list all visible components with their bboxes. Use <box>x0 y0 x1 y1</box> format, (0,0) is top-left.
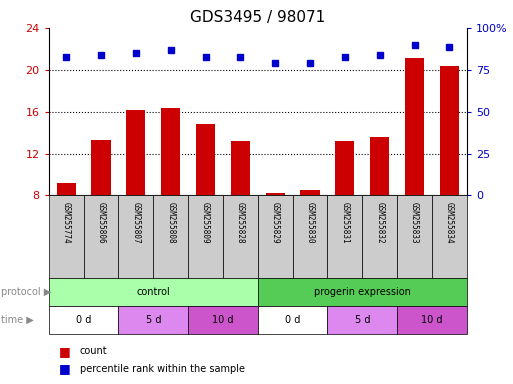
Bar <box>405 58 424 195</box>
Bar <box>301 190 320 195</box>
Bar <box>370 137 389 195</box>
Bar <box>49 195 84 278</box>
Bar <box>440 66 459 195</box>
Bar <box>336 141 354 195</box>
Text: GSM255807: GSM255807 <box>131 202 141 244</box>
Bar <box>231 141 250 195</box>
Text: GDS3495 / 98071: GDS3495 / 98071 <box>190 10 325 25</box>
Bar <box>397 195 432 278</box>
Bar <box>196 124 215 195</box>
Text: GSM255830: GSM255830 <box>306 202 314 244</box>
Text: GSM255831: GSM255831 <box>341 202 349 244</box>
Bar <box>362 195 397 278</box>
Text: GSM255806: GSM255806 <box>96 202 106 244</box>
Bar <box>49 306 119 334</box>
Text: 10 d: 10 d <box>421 315 443 325</box>
Text: GSM255833: GSM255833 <box>410 202 419 244</box>
Bar <box>84 195 119 278</box>
Bar <box>153 195 188 278</box>
Text: 0 d: 0 d <box>285 315 300 325</box>
Text: control: control <box>136 287 170 297</box>
Bar <box>258 195 292 278</box>
Bar <box>49 278 258 306</box>
Text: ■: ■ <box>59 345 71 358</box>
Bar <box>327 195 362 278</box>
Bar <box>119 195 153 278</box>
Bar <box>432 195 467 278</box>
Text: 0 d: 0 d <box>76 315 91 325</box>
Text: GSM255828: GSM255828 <box>236 202 245 244</box>
Bar <box>292 195 327 278</box>
Bar <box>119 306 188 334</box>
Text: GSM255834: GSM255834 <box>445 202 454 244</box>
Text: GSM255808: GSM255808 <box>166 202 175 244</box>
Text: protocol ▶: protocol ▶ <box>1 287 51 297</box>
Bar <box>327 306 397 334</box>
Text: progerin expression: progerin expression <box>314 287 411 297</box>
Bar <box>56 183 76 195</box>
Text: 5 d: 5 d <box>146 315 161 325</box>
Text: GSM255774: GSM255774 <box>62 202 71 244</box>
Bar <box>258 306 327 334</box>
Bar <box>188 195 223 278</box>
Text: ■: ■ <box>59 362 71 375</box>
Bar <box>161 108 180 195</box>
Bar <box>188 306 258 334</box>
Text: time ▶: time ▶ <box>1 315 34 325</box>
Bar <box>126 110 145 195</box>
Text: 10 d: 10 d <box>212 315 234 325</box>
Bar <box>397 306 467 334</box>
Bar <box>266 194 285 195</box>
Bar <box>223 195 258 278</box>
Text: GSM255829: GSM255829 <box>271 202 280 244</box>
Text: GSM255809: GSM255809 <box>201 202 210 244</box>
Text: count: count <box>80 346 107 356</box>
Text: percentile rank within the sample: percentile rank within the sample <box>80 364 245 374</box>
Text: 5 d: 5 d <box>354 315 370 325</box>
Text: GSM255832: GSM255832 <box>375 202 384 244</box>
Bar <box>258 278 467 306</box>
Bar <box>91 140 111 195</box>
